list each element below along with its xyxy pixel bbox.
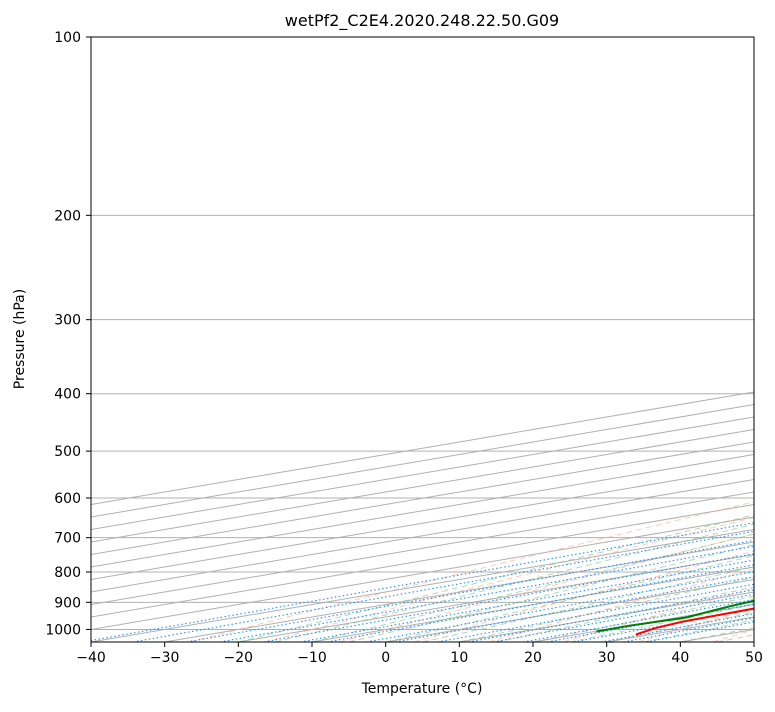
x-tick-label: 0 [381, 650, 390, 666]
y-tick-label: 100 [54, 30, 81, 46]
y-tick-label: 500 [54, 444, 81, 460]
y-tick-label: 900 [54, 595, 81, 611]
chart-title: wetPf2_C2E4.2020.248.22.50.G09 [285, 11, 559, 31]
x-axis-label: Temperature (°C) [361, 681, 483, 697]
x-tick-label: −30 [150, 650, 180, 666]
x-tick-label: 10 [450, 650, 468, 666]
x-tick-label: 20 [524, 650, 542, 666]
y-tick-label: 800 [54, 565, 81, 581]
y-tick-label: 1000 [45, 622, 81, 638]
x-tick-label: 40 [671, 650, 689, 666]
x-tick-label: −40 [76, 650, 106, 666]
x-tick-label: −20 [224, 650, 254, 666]
y-tick-label: 200 [54, 208, 81, 224]
y-tick-label: 700 [54, 531, 81, 547]
x-tick-label: −10 [297, 650, 327, 666]
x-tick-label: 30 [598, 650, 616, 666]
y-axis-label: Pressure (hPa) [12, 289, 28, 389]
x-tick-label: 50 [745, 650, 763, 666]
y-tick-label: 300 [54, 313, 81, 329]
y-tick-label: 600 [54, 491, 81, 507]
y-tick-label: 400 [54, 387, 81, 403]
